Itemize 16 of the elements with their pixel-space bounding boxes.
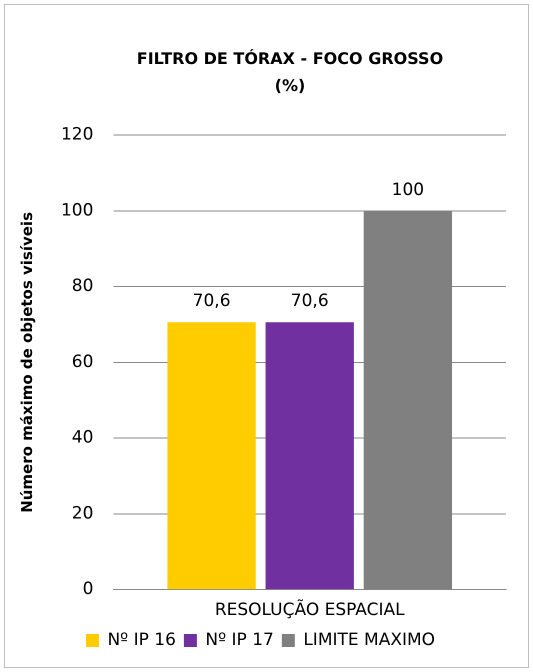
y-tick-label: 60 — [72, 352, 94, 372]
y-axis-title: Número máximo de objetos visíveis — [18, 212, 36, 513]
legend-label: LIMITE MAXIMO — [303, 630, 436, 650]
y-tick-label: 0 — [82, 579, 94, 600]
x-tick-label: RESOLUÇÃO ESPACIAL — [214, 599, 406, 620]
legend-label: Nº IP 16 — [107, 630, 176, 650]
chart-title: FILTRO DE TÓRAX - FOCO GROSSO (%) — [136, 48, 444, 97]
y-tick-label: 100 — [60, 200, 94, 220]
y-tick-label: 20 — [72, 503, 94, 524]
y-tick-label: 80 — [72, 276, 94, 296]
data-label: 100 — [392, 180, 424, 200]
y-tick-label: 120 — [60, 124, 94, 145]
legend-label: Nº IP 17 — [205, 630, 274, 650]
data-label: 70,6 — [192, 291, 231, 312]
y-tick-label: 40 — [72, 428, 94, 448]
data-label: 70,6 — [290, 291, 329, 312]
